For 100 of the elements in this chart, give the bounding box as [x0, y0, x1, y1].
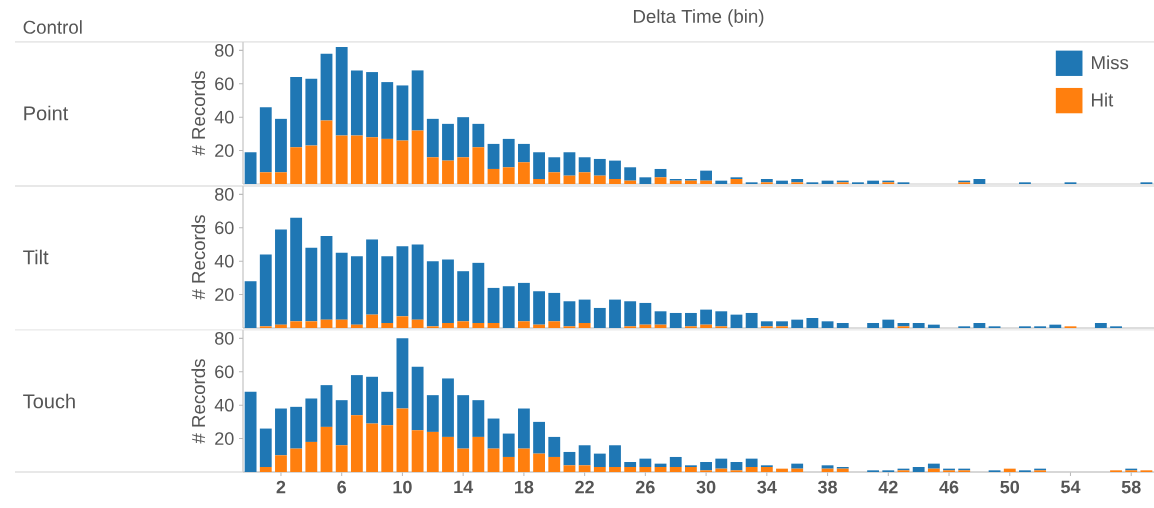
bar [259, 107, 272, 173]
bar [320, 236, 333, 320]
x-tick-label: 54 [1061, 480, 1081, 494]
bar [517, 408, 530, 449]
bar [867, 322, 880, 328]
bar [472, 436, 485, 472]
bar [396, 316, 409, 328]
bar [275, 324, 287, 328]
bar [305, 398, 318, 442]
x-tick-label: 46 [939, 480, 959, 494]
bar [487, 418, 500, 449]
bar [275, 229, 287, 325]
bar [320, 385, 333, 427]
bar [745, 466, 758, 472]
x-tick-label: 22 [575, 480, 594, 494]
bar [350, 135, 363, 184]
bar [639, 177, 652, 184]
bar [730, 178, 743, 184]
bar [366, 239, 378, 315]
bar [472, 322, 485, 328]
bar [320, 53, 333, 121]
y-tick-label: 60 [215, 221, 234, 235]
bar [350, 415, 363, 472]
bar [912, 322, 925, 328]
bar [548, 436, 561, 457]
bar [776, 321, 788, 327]
bar [487, 143, 500, 169]
bar [259, 428, 272, 467]
bar [578, 465, 591, 472]
bar [745, 312, 758, 328]
bar [350, 375, 363, 416]
bar [320, 426, 333, 472]
bar [563, 152, 576, 176]
bar [487, 287, 500, 323]
bar [366, 137, 378, 184]
bar [533, 178, 545, 184]
bar [624, 180, 637, 184]
bar [624, 167, 637, 181]
x-tick-label: 10 [393, 480, 412, 494]
bar [457, 395, 470, 449]
bar [593, 307, 606, 328]
bar [487, 322, 500, 328]
bar [396, 140, 409, 184]
bar [366, 376, 378, 424]
bar [639, 458, 652, 467]
bar [776, 468, 788, 472]
bar [259, 172, 272, 184]
bar [791, 178, 804, 183]
y-tick-label: 40 [214, 110, 234, 124]
bar [366, 72, 378, 138]
text: Touch [23, 393, 75, 409]
bar [502, 456, 515, 472]
bar [517, 448, 530, 472]
bar [275, 408, 287, 456]
y-tick-label: 60 [215, 365, 234, 379]
bar [548, 292, 561, 322]
bar [381, 391, 394, 426]
bar [335, 135, 348, 184]
bar [442, 436, 454, 472]
bar [487, 168, 500, 184]
bar [715, 180, 728, 184]
bar [259, 254, 272, 327]
bar [305, 247, 318, 322]
bar [927, 468, 940, 472]
bar [700, 461, 713, 471]
bar [442, 160, 454, 184]
bar [487, 448, 500, 472]
bar [457, 448, 470, 472]
bar [350, 70, 363, 136]
bar [381, 256, 394, 323]
bar [654, 466, 667, 472]
bar [305, 441, 318, 472]
x-tick-label: 2 [276, 480, 286, 494]
text: Tilt [23, 249, 49, 265]
bar [760, 178, 773, 183]
bar [578, 299, 591, 323]
bar [457, 321, 470, 328]
x-tick-label: 38 [817, 480, 838, 494]
bar [426, 261, 439, 327]
y-axis-title: # Records [191, 359, 206, 444]
bar [366, 423, 378, 472]
bar [244, 281, 257, 328]
bar [335, 400, 348, 446]
bar [502, 286, 515, 328]
bar [335, 445, 348, 472]
bar [290, 147, 303, 184]
bar [548, 157, 561, 173]
bar [973, 178, 986, 184]
bar [244, 391, 257, 472]
bar [684, 312, 697, 327]
x-tick-label: 26 [635, 480, 655, 494]
bar [836, 322, 849, 328]
bar [654, 177, 667, 184]
bar [624, 466, 637, 472]
y-tick-label: 40 [214, 398, 234, 412]
bar [593, 453, 606, 467]
x-tick-label: 50 [1000, 480, 1020, 494]
bar [700, 309, 713, 325]
bar [593, 175, 606, 184]
bar [639, 324, 652, 328]
